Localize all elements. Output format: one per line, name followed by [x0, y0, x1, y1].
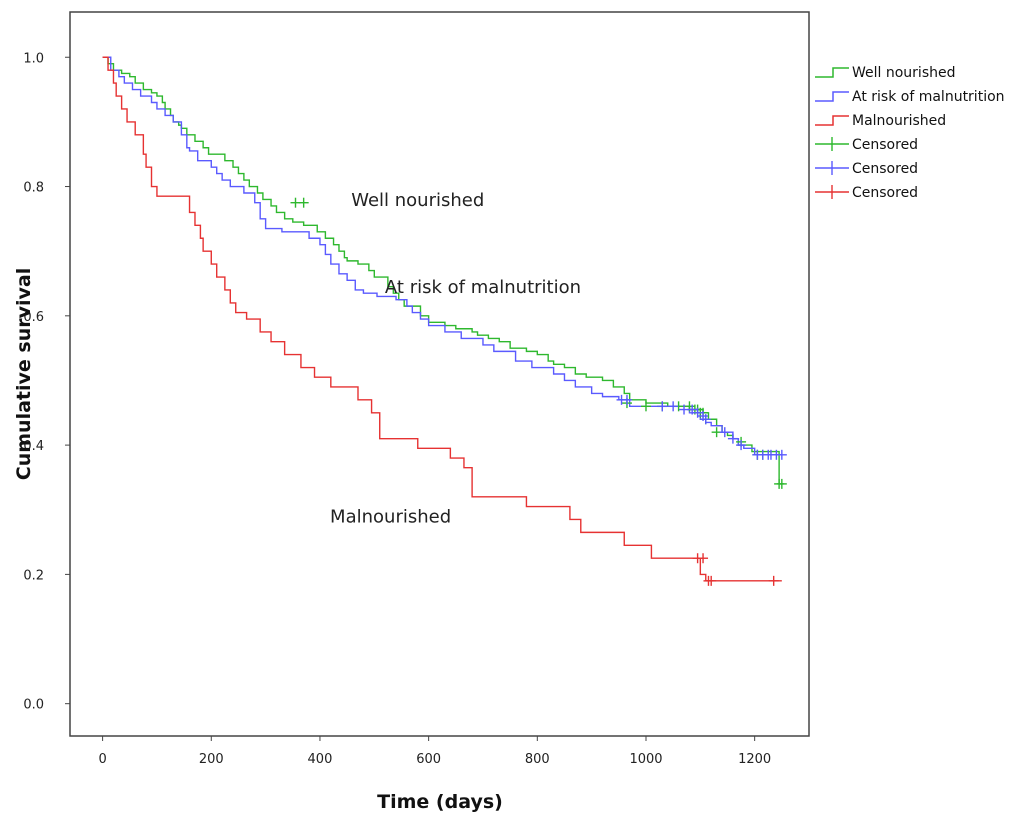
- annotation-well-nourished: Well nourished: [351, 190, 484, 211]
- censor-mark-malnourished: [698, 553, 709, 564]
- legend-item-censored-6: Censored: [815, 185, 918, 201]
- x-tick-label: 400: [308, 752, 333, 767]
- censor-mark-well-nourished: [640, 401, 651, 412]
- y-tick-label: 0.6: [23, 310, 44, 325]
- y-axis-title: Cumulative survival: [13, 268, 35, 480]
- legend: Well nourished At risk of malnutrition Mal…: [815, 65, 1005, 201]
- x-tick-label: 0: [98, 752, 106, 767]
- x-axis-title: Time (days): [377, 791, 503, 813]
- y-tick-label: 0.2: [23, 568, 44, 583]
- series-line-malnourished: [102, 56, 782, 582]
- censor-mark-at-risk-of-malnutrition: [621, 394, 632, 405]
- censor-mark-at-risk-of-malnutrition: [657, 401, 668, 412]
- y-axis: 0.0 0.2 0.4 0.6 0.8 1.0: [23, 51, 70, 713]
- censor-mark-at-risk-of-malnutrition: [668, 401, 679, 412]
- annotations: Well nourished At risk of malnutrition Mal…: [330, 190, 581, 528]
- x-tick-label: 600: [416, 752, 441, 767]
- legend-item-malnourished-3: Malnourished: [815, 113, 946, 129]
- annotation-at-risk-of-malnutrition: At risk of malnutrition: [385, 277, 581, 298]
- x-tick-label: 200: [199, 752, 224, 767]
- censor-mark-well-nourished: [776, 478, 787, 489]
- censor-mark-at-risk-of-malnutrition: [776, 449, 787, 460]
- censor-markers: [290, 197, 787, 586]
- legend-label: Censored: [852, 185, 918, 201]
- censor-mark-at-risk-of-malnutrition: [700, 414, 711, 425]
- y-tick-label: 0.4: [23, 439, 44, 454]
- legend-item-censored-4: Censored: [815, 137, 918, 153]
- legend-label: Censored: [852, 137, 918, 153]
- legend-item-censored-5: Censored: [815, 161, 918, 177]
- y-tick-label: 0.0: [23, 698, 44, 713]
- legend-item-well-nourished-1: Well nourished: [815, 65, 956, 81]
- censor-mark-malnourished: [768, 575, 779, 586]
- x-axis: 0 200 400 600 800 1000 1200: [98, 736, 771, 767]
- y-tick-label: 1.0: [23, 51, 44, 66]
- annotation-malnourished: Malnourished: [330, 507, 451, 528]
- y-tick-label: 0.8: [23, 181, 44, 196]
- legend-label: Malnourished: [852, 113, 946, 129]
- censor-mark-malnourished: [706, 575, 717, 586]
- censor-mark-well-nourished: [298, 197, 309, 208]
- x-tick-label: 1200: [738, 752, 771, 767]
- x-tick-label: 800: [525, 752, 550, 767]
- censor-mark-at-risk-of-malnutrition: [719, 427, 730, 438]
- legend-label: Well nourished: [852, 65, 956, 81]
- censor-mark-at-risk-of-malnutrition: [692, 407, 703, 418]
- legend-label: At risk of malnutrition: [852, 89, 1005, 105]
- censor-mark-at-risk-of-malnutrition: [687, 404, 698, 415]
- censor-mark-at-risk-of-malnutrition: [727, 433, 738, 444]
- plot-frame: [69, 11, 810, 737]
- censor-mark-at-risk-of-malnutrition: [736, 440, 747, 451]
- x-tick-label: 1000: [629, 752, 662, 767]
- legend-label: Censored: [852, 161, 918, 177]
- legend-item-at-risk-of-malnutrition-2: At risk of malnutrition: [815, 89, 1005, 105]
